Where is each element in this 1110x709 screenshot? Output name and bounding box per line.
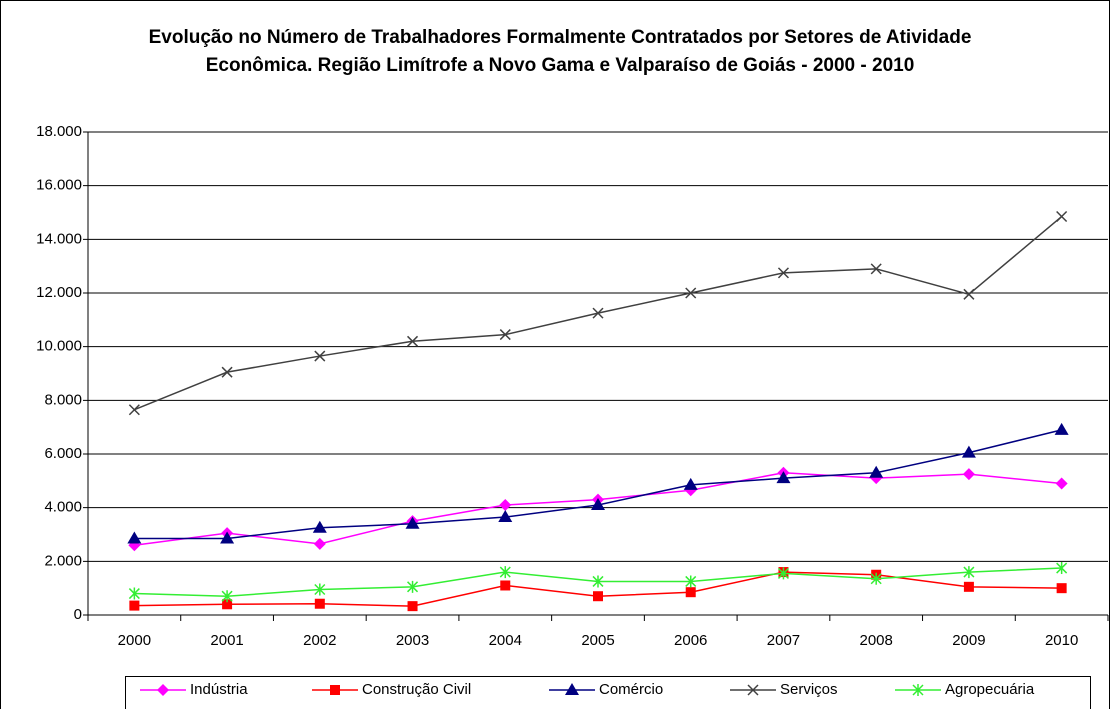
marker [1054, 422, 1069, 435]
marker [962, 468, 975, 481]
y-tick-label: 4.000 [44, 499, 82, 516]
x-tick-label: 2010 [1045, 632, 1078, 649]
y-tick-label: 16.000 [36, 177, 82, 194]
y-tick-label: 10.000 [36, 338, 82, 355]
marker [499, 566, 511, 579]
marker [405, 516, 420, 529]
y-tick-label: 2.000 [44, 552, 82, 569]
marker [685, 287, 697, 299]
marker [127, 531, 142, 544]
marker [593, 591, 603, 602]
y-tick-label: 14.000 [36, 230, 82, 247]
marker [591, 497, 605, 510]
marker [498, 510, 513, 523]
x-tick-label: 2008 [859, 632, 892, 649]
legend-label: Indústria [190, 681, 248, 698]
y-tick-label: 8.000 [44, 391, 82, 408]
x-tick-label: 2001 [210, 632, 243, 649]
marker [314, 598, 325, 609]
marker [314, 583, 326, 596]
marker [685, 587, 696, 598]
marker [963, 288, 975, 300]
x-tick-label: 2003 [396, 632, 429, 649]
marker [407, 580, 419, 593]
marker [314, 350, 326, 362]
marker [683, 477, 698, 490]
x-tick-label: 2002 [303, 632, 336, 649]
marker [221, 590, 233, 603]
marker [963, 581, 974, 592]
marker [565, 683, 579, 695]
x-tick-label: 2004 [489, 632, 522, 649]
y-tick-label: 18.000 [36, 123, 82, 140]
marker [592, 307, 604, 319]
marker [500, 580, 511, 591]
marker [961, 445, 976, 458]
marker [685, 575, 697, 588]
legend-label: Serviços [780, 681, 838, 698]
marker [407, 335, 419, 347]
marker [592, 575, 604, 588]
legend-label: Construção Civil [362, 681, 471, 698]
marker [777, 267, 789, 279]
y-tick-label: 12.000 [36, 284, 82, 301]
marker [222, 599, 233, 610]
marker [407, 601, 418, 612]
marker [499, 329, 511, 341]
legend-label: Agropecuária [945, 681, 1035, 698]
marker [870, 263, 882, 275]
marker [499, 498, 512, 511]
marker [1055, 477, 1068, 490]
marker [1056, 562, 1068, 575]
x-tick-label: 2000 [118, 632, 151, 649]
marker [869, 465, 884, 478]
legend-box [125, 676, 1091, 709]
marker [330, 685, 340, 695]
x-tick-label: 2006 [674, 632, 707, 649]
legend-label: Comércio [599, 681, 663, 698]
chart-title: Evolução no Número de Trabalhadores Form… [148, 27, 972, 76]
y-tick-label: 6.000 [44, 445, 82, 462]
marker [777, 567, 789, 580]
marker [312, 520, 327, 533]
x-tick-label: 2009 [952, 632, 985, 649]
marker [1056, 583, 1067, 594]
marker [747, 684, 759, 696]
x-tick-label: 2007 [767, 632, 800, 649]
marker [912, 684, 924, 696]
y-tick-label: 0 [74, 606, 82, 623]
marker [157, 684, 169, 696]
marker [963, 566, 975, 579]
x-tick-label: 2005 [581, 632, 614, 649]
marker [313, 537, 326, 550]
marker [220, 531, 235, 544]
marker [128, 404, 140, 416]
series-line [134, 429, 1062, 540]
marker [870, 572, 882, 585]
marker [128, 587, 140, 600]
marker [776, 471, 791, 484]
marker [129, 600, 140, 611]
marker [221, 366, 233, 378]
marker [1056, 210, 1068, 223]
